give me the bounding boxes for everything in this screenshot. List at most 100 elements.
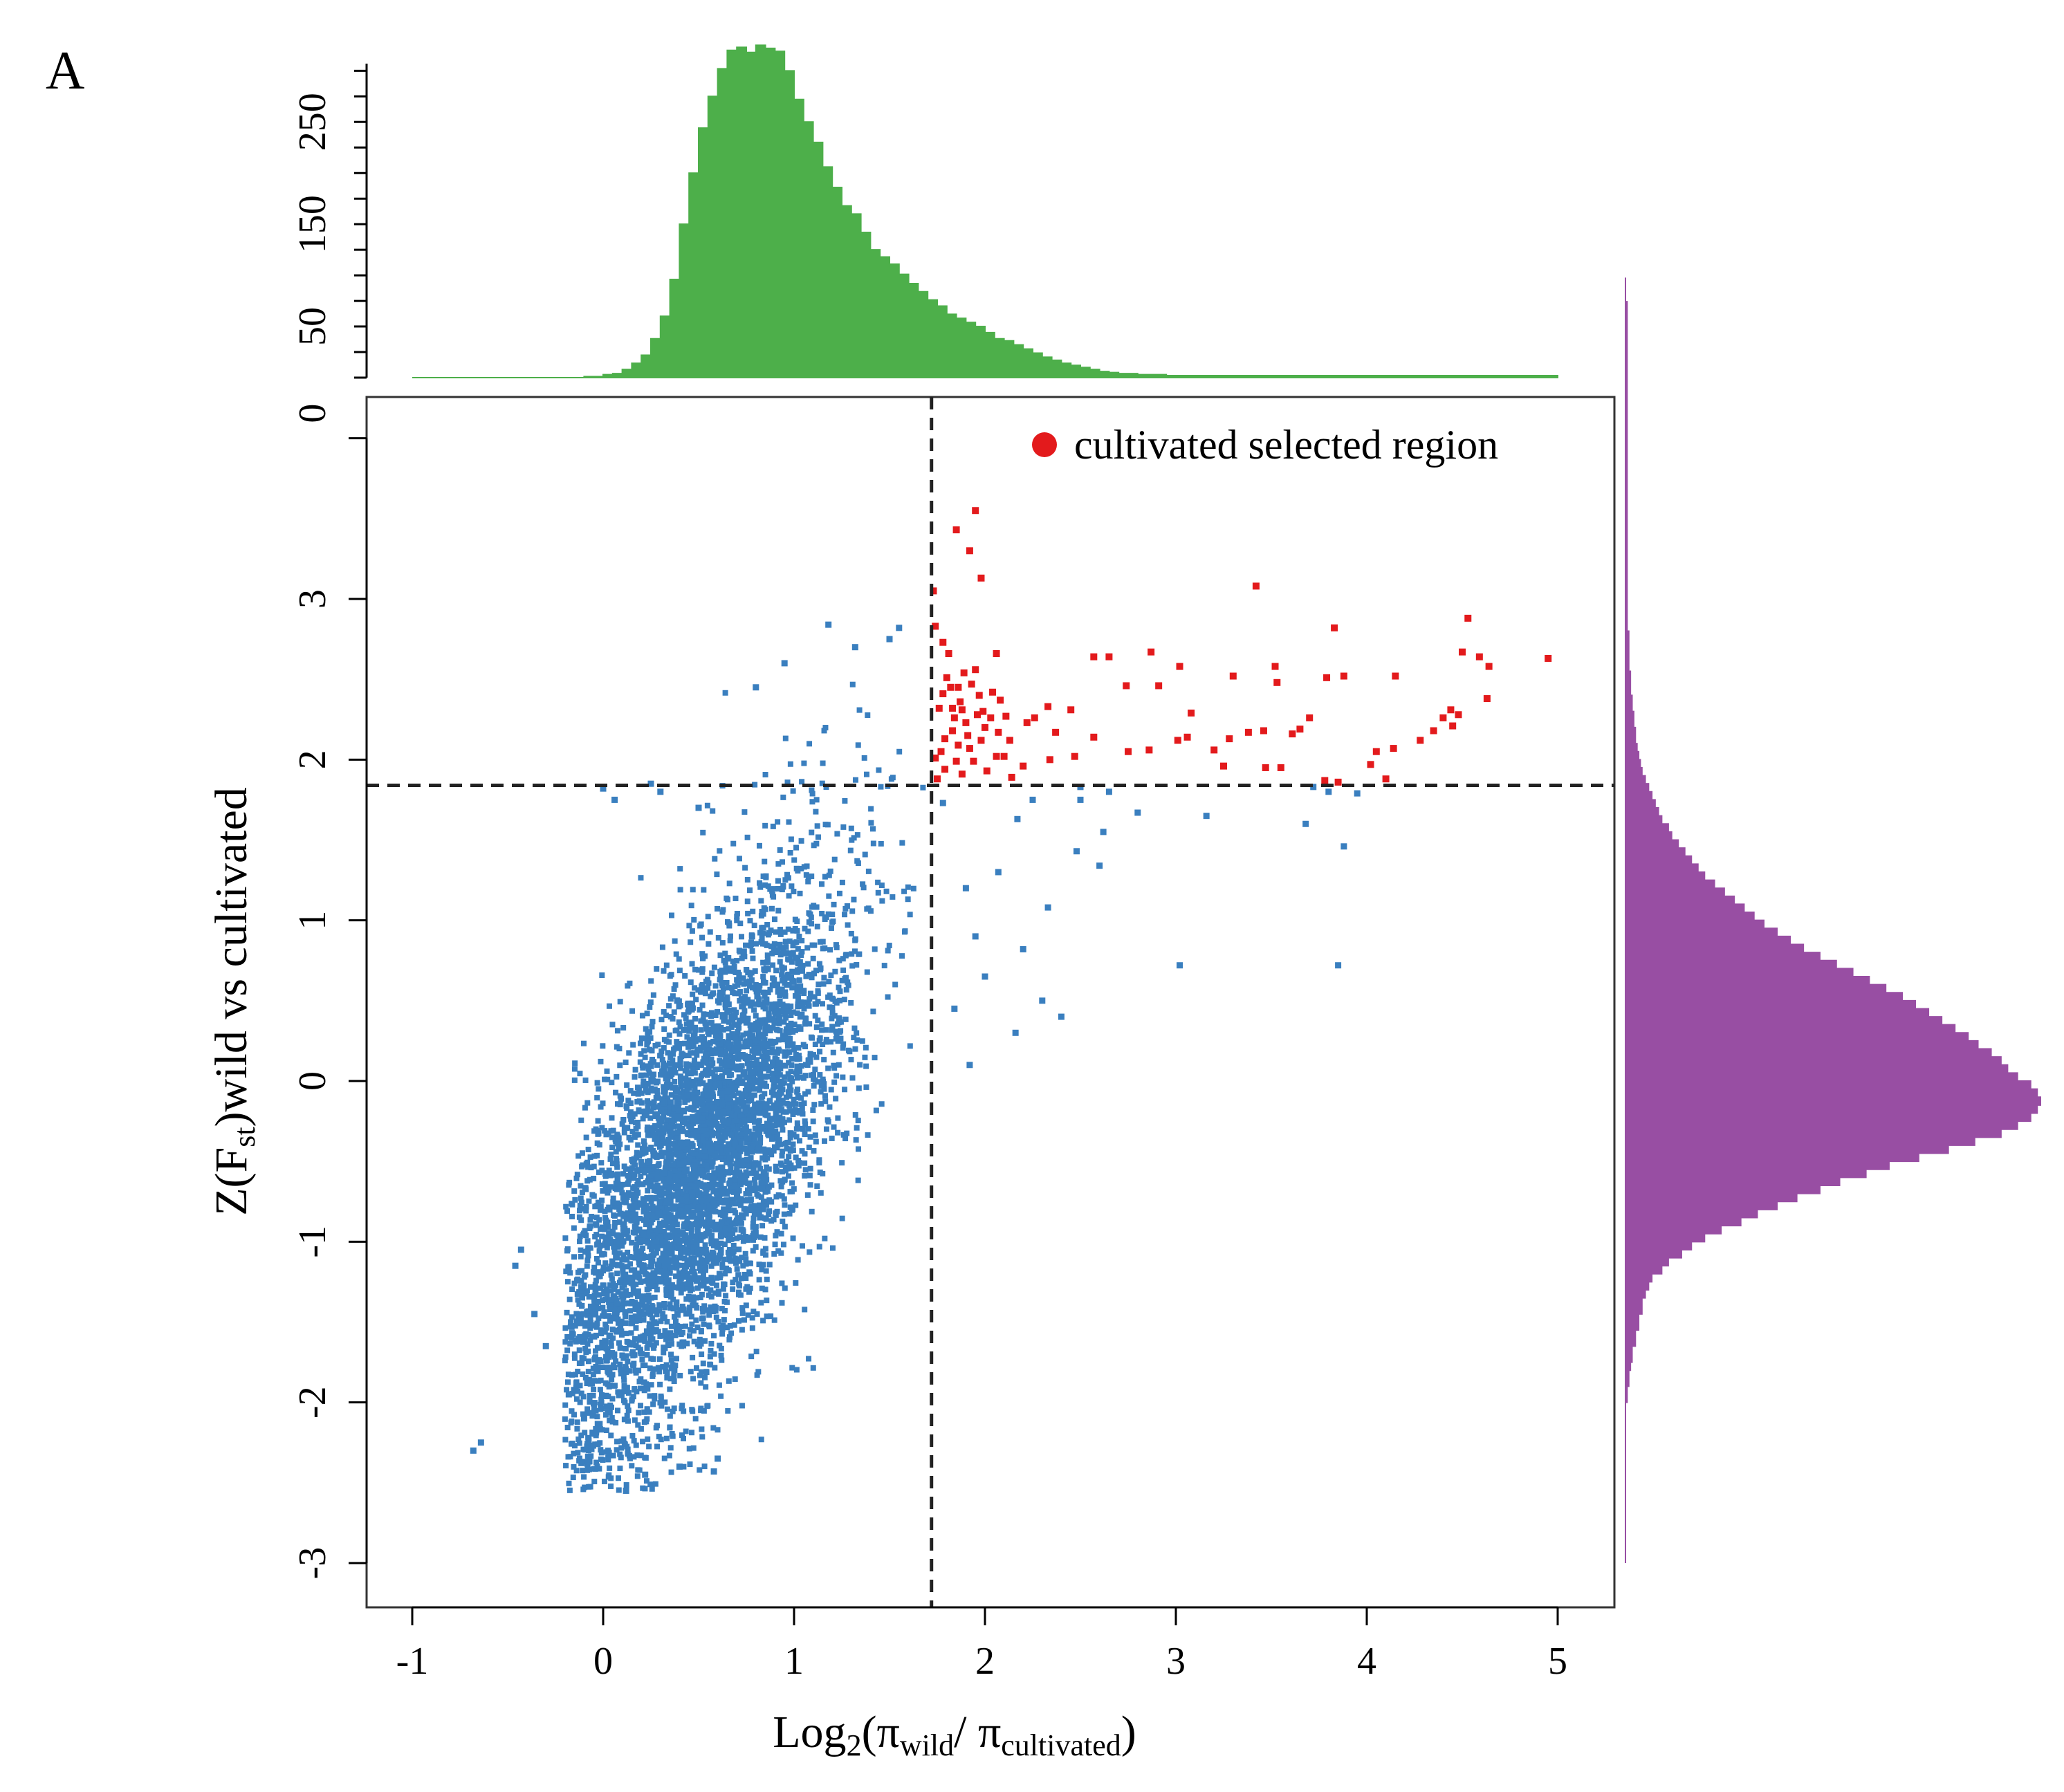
background-point <box>584 1406 591 1412</box>
background-point <box>636 1410 642 1416</box>
background-point <box>811 1147 817 1154</box>
background-point <box>723 1049 729 1055</box>
background-point <box>786 819 792 825</box>
background-point <box>672 1078 678 1084</box>
background-point <box>703 1369 710 1375</box>
background-point <box>718 1229 724 1235</box>
background-point <box>786 981 792 988</box>
background-point <box>702 1374 708 1380</box>
background-point <box>799 938 805 944</box>
background-point <box>638 1253 644 1259</box>
background-point <box>793 1101 799 1107</box>
background-point <box>747 1285 753 1291</box>
background-point <box>664 1117 670 1123</box>
background-point <box>777 988 784 994</box>
background-point <box>722 950 728 957</box>
background-point <box>696 1149 702 1156</box>
background-point <box>609 1352 615 1358</box>
background-point <box>587 1380 593 1387</box>
background-point <box>677 887 683 893</box>
background-point <box>659 1149 665 1156</box>
background-point <box>741 809 748 815</box>
background-point <box>699 934 706 941</box>
background-point <box>800 1002 806 1008</box>
background-point <box>685 1062 691 1068</box>
background-point <box>700 1109 706 1116</box>
background-point <box>842 905 849 912</box>
background-point <box>631 1090 637 1096</box>
background-point <box>614 1407 620 1414</box>
background-point <box>624 1338 630 1345</box>
background-point <box>675 1285 681 1291</box>
background-point <box>710 808 716 814</box>
background-point <box>767 986 773 992</box>
background-point <box>715 998 721 1004</box>
background-point <box>722 1144 728 1150</box>
background-point <box>578 1432 584 1439</box>
background-point <box>708 1263 715 1269</box>
background-point <box>736 856 742 862</box>
background-point <box>732 895 739 901</box>
background-point <box>609 1080 615 1086</box>
background-point <box>802 1121 809 1127</box>
background-point <box>741 1317 747 1323</box>
background-point <box>613 1149 619 1155</box>
background-point <box>609 1419 616 1425</box>
background-point <box>662 1209 668 1215</box>
background-point <box>580 1394 587 1400</box>
background-point <box>623 1288 629 1294</box>
background-point <box>579 1360 585 1366</box>
background-point <box>719 1014 726 1020</box>
background-point <box>586 1376 592 1383</box>
background-point <box>629 1320 635 1327</box>
background-point <box>599 1224 605 1230</box>
background-point <box>641 1138 647 1144</box>
background-point <box>759 1018 765 1024</box>
background-point <box>587 1398 593 1405</box>
background-point <box>813 1054 820 1060</box>
background-point <box>616 1340 622 1346</box>
background-point <box>775 1091 782 1098</box>
background-point <box>671 986 677 992</box>
background-point <box>564 1208 571 1214</box>
background-point <box>712 1033 719 1039</box>
background-point <box>743 1134 749 1140</box>
background-point <box>851 835 857 841</box>
background-point <box>668 1291 674 1297</box>
background-point <box>629 1165 635 1171</box>
background-point <box>809 791 816 797</box>
background-point <box>700 1091 706 1098</box>
background-point <box>586 1294 592 1300</box>
background-point <box>649 1019 656 1025</box>
background-point <box>629 1432 636 1439</box>
background-point <box>580 1468 586 1474</box>
background-point <box>717 848 723 854</box>
background-point <box>701 1147 708 1154</box>
background-point <box>683 1180 690 1186</box>
background-point <box>700 1309 706 1315</box>
background-point <box>795 1109 801 1116</box>
background-point <box>842 912 848 918</box>
background-point <box>780 1001 786 1008</box>
background-point <box>603 1354 609 1360</box>
background-point <box>771 1070 777 1076</box>
background-point <box>644 1127 650 1133</box>
background-point <box>617 1062 623 1069</box>
background-point <box>626 1134 632 1140</box>
background-point <box>693 1317 699 1323</box>
background-point <box>655 1329 661 1335</box>
background-point <box>633 1274 639 1280</box>
background-point <box>791 1022 798 1028</box>
background-point <box>587 1217 593 1223</box>
background-point <box>809 799 816 805</box>
background-point <box>638 1072 645 1078</box>
background-point <box>870 840 876 847</box>
background-point <box>712 1012 719 1018</box>
background-point <box>593 1255 600 1262</box>
background-point <box>674 1233 681 1239</box>
background-point <box>694 1179 701 1185</box>
background-point <box>656 1434 662 1440</box>
background-point <box>740 1263 746 1269</box>
background-point <box>734 1266 740 1272</box>
background-point <box>819 1021 825 1027</box>
